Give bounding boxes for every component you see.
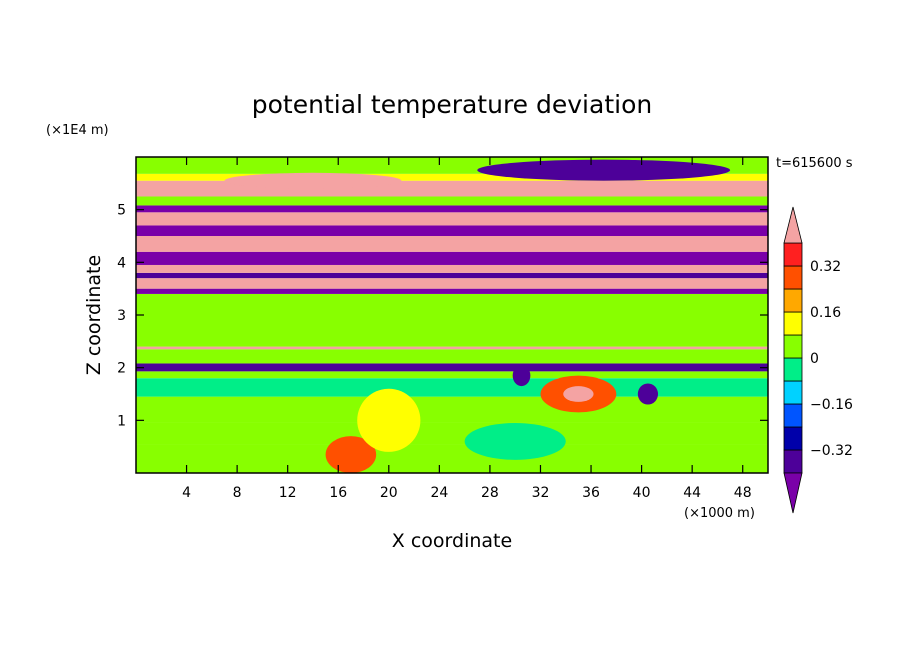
contour-band-1 xyxy=(136,422,768,445)
colorbar-segment xyxy=(783,334,803,359)
contour-band-12 xyxy=(136,264,768,273)
y-tick-label: 5 xyxy=(117,203,126,219)
y-tick-label: 4 xyxy=(117,255,126,271)
time-label: t=615600 s xyxy=(776,156,853,171)
contour-band-13 xyxy=(136,251,768,265)
contour-feature-1 xyxy=(563,386,594,402)
y-axis-label: Z coordinate xyxy=(83,255,105,375)
y-tick-label: 1 xyxy=(117,413,126,429)
colorbar-segment xyxy=(783,288,803,313)
contour-band-14 xyxy=(136,236,768,252)
colorbar-tick-label: 0.32 xyxy=(810,259,841,275)
x-tick-label: 8 xyxy=(233,485,242,501)
x-tick-label: 48 xyxy=(734,485,752,501)
contour-feature-4 xyxy=(464,422,566,460)
colorbar-segment xyxy=(783,426,803,451)
chart-title: potential temperature deviation xyxy=(252,90,652,119)
contour-band-9 xyxy=(136,288,768,294)
contour-feature-3 xyxy=(637,383,659,405)
x-tick-label: 44 xyxy=(683,485,701,501)
colorbar-segment xyxy=(783,357,803,382)
contour-band-15 xyxy=(136,225,768,236)
colorbar-tick-label: 0 xyxy=(810,351,819,367)
x-tick-label: 20 xyxy=(380,485,398,501)
contour-band-16 xyxy=(136,212,768,226)
colorbar-tick-label: 0.16 xyxy=(810,305,841,321)
contour-feature-2 xyxy=(512,365,531,387)
y-unit-label: (×1E4 m) xyxy=(46,123,109,138)
plot-area xyxy=(136,157,768,473)
contour-band-8 xyxy=(136,293,768,347)
contour-band-10 xyxy=(136,278,768,289)
x-tick-label: 36 xyxy=(582,485,600,501)
colorbar-segment xyxy=(783,265,803,290)
contour-band-4 xyxy=(136,371,768,379)
y-tick-label: 3 xyxy=(117,308,126,324)
x-tick-label: 16 xyxy=(329,485,347,501)
x-tick-label: 32 xyxy=(532,485,550,501)
contour-band-0 xyxy=(136,444,768,473)
y-tick-label: 2 xyxy=(117,361,126,377)
colorbar-max-arrow xyxy=(783,206,803,244)
contour-band-20 xyxy=(136,173,768,181)
contour-band-5 xyxy=(136,363,768,372)
x-tick-label: 4 xyxy=(182,485,191,501)
contour-band-11 xyxy=(136,272,768,279)
colorbar: 0.32 0.16 0 −0.16 −0.32 xyxy=(783,206,853,514)
x-tick-label: 40 xyxy=(633,485,651,501)
x-tick-label: 24 xyxy=(430,485,448,501)
colorbar-tick-label: −0.32 xyxy=(810,443,853,459)
contour-band-2 xyxy=(136,396,768,423)
contour-band-6 xyxy=(136,349,768,364)
colorbar-segment xyxy=(783,403,803,428)
contour-band-18 xyxy=(136,196,768,206)
colorbar-min-arrow xyxy=(783,472,803,514)
x-axis-label: X coordinate xyxy=(392,530,512,552)
contour-feature-8 xyxy=(224,172,402,189)
contour-band-7 xyxy=(136,346,768,350)
y-axis: 1 2 3 4 5 xyxy=(117,203,768,429)
contour-band-3 xyxy=(136,378,768,397)
x-unit-label: (×1000 m) xyxy=(684,506,755,521)
x-tick-label: 12 xyxy=(279,485,297,501)
x-axis: 4 8 12 16 20 24 28 32 36 40 44 48 xyxy=(182,157,752,501)
contour-feature-6 xyxy=(357,388,421,452)
colorbar-tick-label: −0.16 xyxy=(810,397,853,413)
contour-band-17 xyxy=(136,205,768,213)
colorbar-segment xyxy=(783,311,803,336)
contour-feature-5 xyxy=(325,436,377,473)
x-tick-label: 28 xyxy=(481,485,499,501)
colorbar-segment xyxy=(783,449,803,474)
colorbar-segment xyxy=(783,242,803,267)
colorbar-segment xyxy=(783,380,803,405)
